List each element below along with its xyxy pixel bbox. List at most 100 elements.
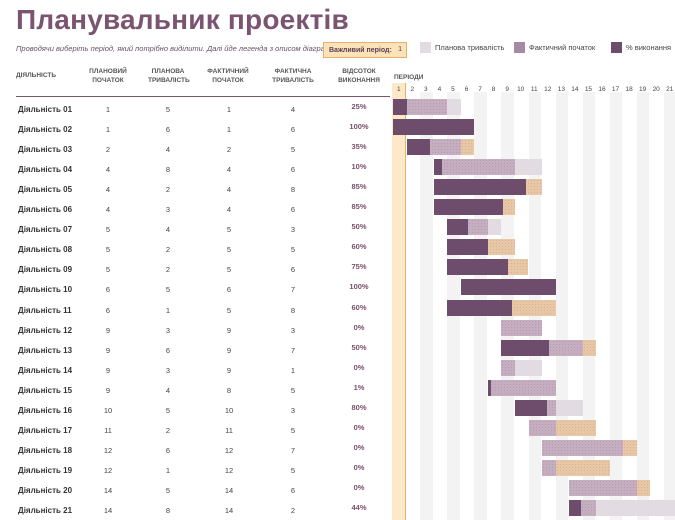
actual-start-cell: 5 [226, 305, 232, 315]
plan-duration-cell: 2 [165, 185, 171, 195]
percent-complete-cell: 1% [353, 382, 365, 392]
actual-beyond-bar [636, 479, 651, 496]
actual-bar [501, 359, 515, 376]
actual-start-cell: 9 [226, 345, 232, 355]
period-column [609, 92, 623, 520]
legend-complete-swatch [611, 42, 622, 53]
actual-duration-cell: 5 [290, 385, 296, 395]
actual-duration-cell: 6 [290, 165, 296, 175]
instructions-text: Проводячи виберіть період, який потрібно… [16, 44, 335, 53]
plan-start-cell: 12 [103, 465, 113, 475]
activity-name: Діяльність 18 [18, 445, 73, 455]
actual-bar [487, 379, 556, 396]
percent-complete-cell: 0% [353, 462, 365, 472]
percent-complete-cell: 44% [351, 503, 367, 512]
legend-plan: Планова тривалість [420, 42, 504, 53]
actual-duration-cell: 8 [290, 185, 296, 195]
highlight-period-label: Важливий період: [329, 46, 392, 54]
actual-start-cell: 12 [224, 465, 234, 475]
percent-complete-cell: 85% [351, 202, 367, 212]
complete-bar [569, 500, 582, 516]
percent-complete-cell: 0% [353, 422, 365, 432]
header-divider [16, 96, 390, 97]
plan-duration-cell: 8 [165, 506, 171, 515]
plan-start-cell: 11 [104, 425, 112, 435]
activity-name: Діяльність 06 [18, 205, 73, 215]
period-number: 12 [544, 86, 552, 93]
actual-start-cell: 11 [225, 425, 233, 435]
plan-start-cell: 10 [103, 405, 113, 415]
period-number: 10 [517, 86, 525, 93]
periods-label: ПЕРІОДИ [394, 74, 424, 81]
period-number: 16 [598, 86, 606, 93]
actual-start-cell: 9 [226, 365, 232, 375]
period-number: 15 [584, 86, 593, 93]
period-number: 8 [491, 86, 496, 93]
percent-complete-cell: 75% [351, 262, 367, 272]
percent-complete-cell: 60% [351, 242, 367, 252]
actual-duration-cell: 4 [290, 105, 296, 114]
activity-name: Діяльність 14 [18, 365, 73, 375]
plan-duration-cell: 2 [165, 265, 171, 275]
actual-duration-cell: 5 [290, 425, 296, 435]
plan-start-cell: 9 [105, 325, 111, 335]
percent-complete-cell: 50% [351, 342, 367, 352]
legend-actual-label: Фактичний початок [529, 43, 596, 52]
complete-bar [460, 279, 556, 296]
actual-bar [542, 459, 556, 476]
period-column [623, 92, 636, 520]
highlight-period-value[interactable]: 1 [398, 46, 402, 53]
plan-start-cell: 9 [105, 365, 111, 375]
period-number: 2 [410, 86, 415, 93]
actual-start-cell: 14 [224, 485, 234, 495]
period-number: 14 [571, 86, 579, 93]
complete-bar [393, 99, 407, 115]
percent-complete-cell: 80% [351, 402, 367, 412]
plan-start-cell: 4 [105, 165, 111, 175]
activity-name: Діяльність 16 [18, 405, 73, 415]
activity-name: Діяльність 09 [18, 265, 73, 275]
actual-duration-cell: 5 [290, 245, 296, 255]
actual-duration-cell: 8 [290, 305, 296, 315]
actual-start-cell: 4 [226, 205, 232, 215]
complete-bar [447, 259, 509, 276]
actual-beyond-bar [460, 139, 475, 156]
complete-bar [433, 199, 503, 216]
actual-start-cell: 4 [226, 185, 232, 195]
actual-duration-cell: 3 [290, 225, 296, 235]
plan-start-cell: 5 [105, 225, 111, 235]
plan-duration-cell: 3 [165, 325, 171, 335]
plan-duration-cell: 5 [165, 285, 171, 295]
plan-duration-cell: 6 [165, 345, 171, 355]
period-number: 11 [530, 86, 538, 93]
highlight-period-box[interactable]: Важливий період: 1 [323, 42, 407, 58]
period-column [650, 92, 663, 520]
complete-bar [447, 299, 513, 316]
plan-duration-cell: 5 [165, 485, 171, 495]
complete-bar [447, 239, 488, 256]
actual-bar [569, 479, 637, 496]
plan-duration-cell: 5 [165, 405, 171, 415]
highlight-period-border [405, 83, 406, 520]
percent-complete-cell: 0% [353, 322, 365, 332]
plan-duration-cell: 2 [165, 245, 171, 255]
plan-start-cell: 1 [105, 105, 111, 114]
actual-duration-cell: 5 [290, 465, 296, 475]
period-number: 21 [666, 86, 674, 93]
actual-bar [433, 159, 515, 176]
actual-duration-cell: 7 [290, 285, 296, 295]
plan-duration-cell: 3 [165, 205, 171, 215]
period-number: 9 [505, 86, 509, 93]
actual-start-cell: 2 [226, 145, 232, 155]
period-column [596, 92, 609, 520]
actual-start-cell: 6 [226, 285, 232, 295]
plan-start-cell: 1 [105, 125, 111, 135]
percent-complete-cell: 50% [351, 222, 367, 232]
actual-beyond-bar [623, 439, 637, 456]
actual-bar [393, 99, 448, 115]
legend-complete: % виконання [611, 42, 671, 53]
activity-name: Діяльність 13 [18, 345, 73, 355]
highlight-period-column [392, 83, 406, 520]
actual-start-cell: 5 [226, 225, 232, 235]
complete-bar [433, 179, 526, 196]
